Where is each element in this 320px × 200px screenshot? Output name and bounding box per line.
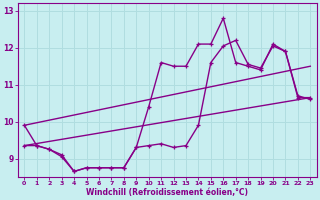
X-axis label: Windchill (Refroidissement éolien,°C): Windchill (Refroidissement éolien,°C) xyxy=(86,188,248,197)
